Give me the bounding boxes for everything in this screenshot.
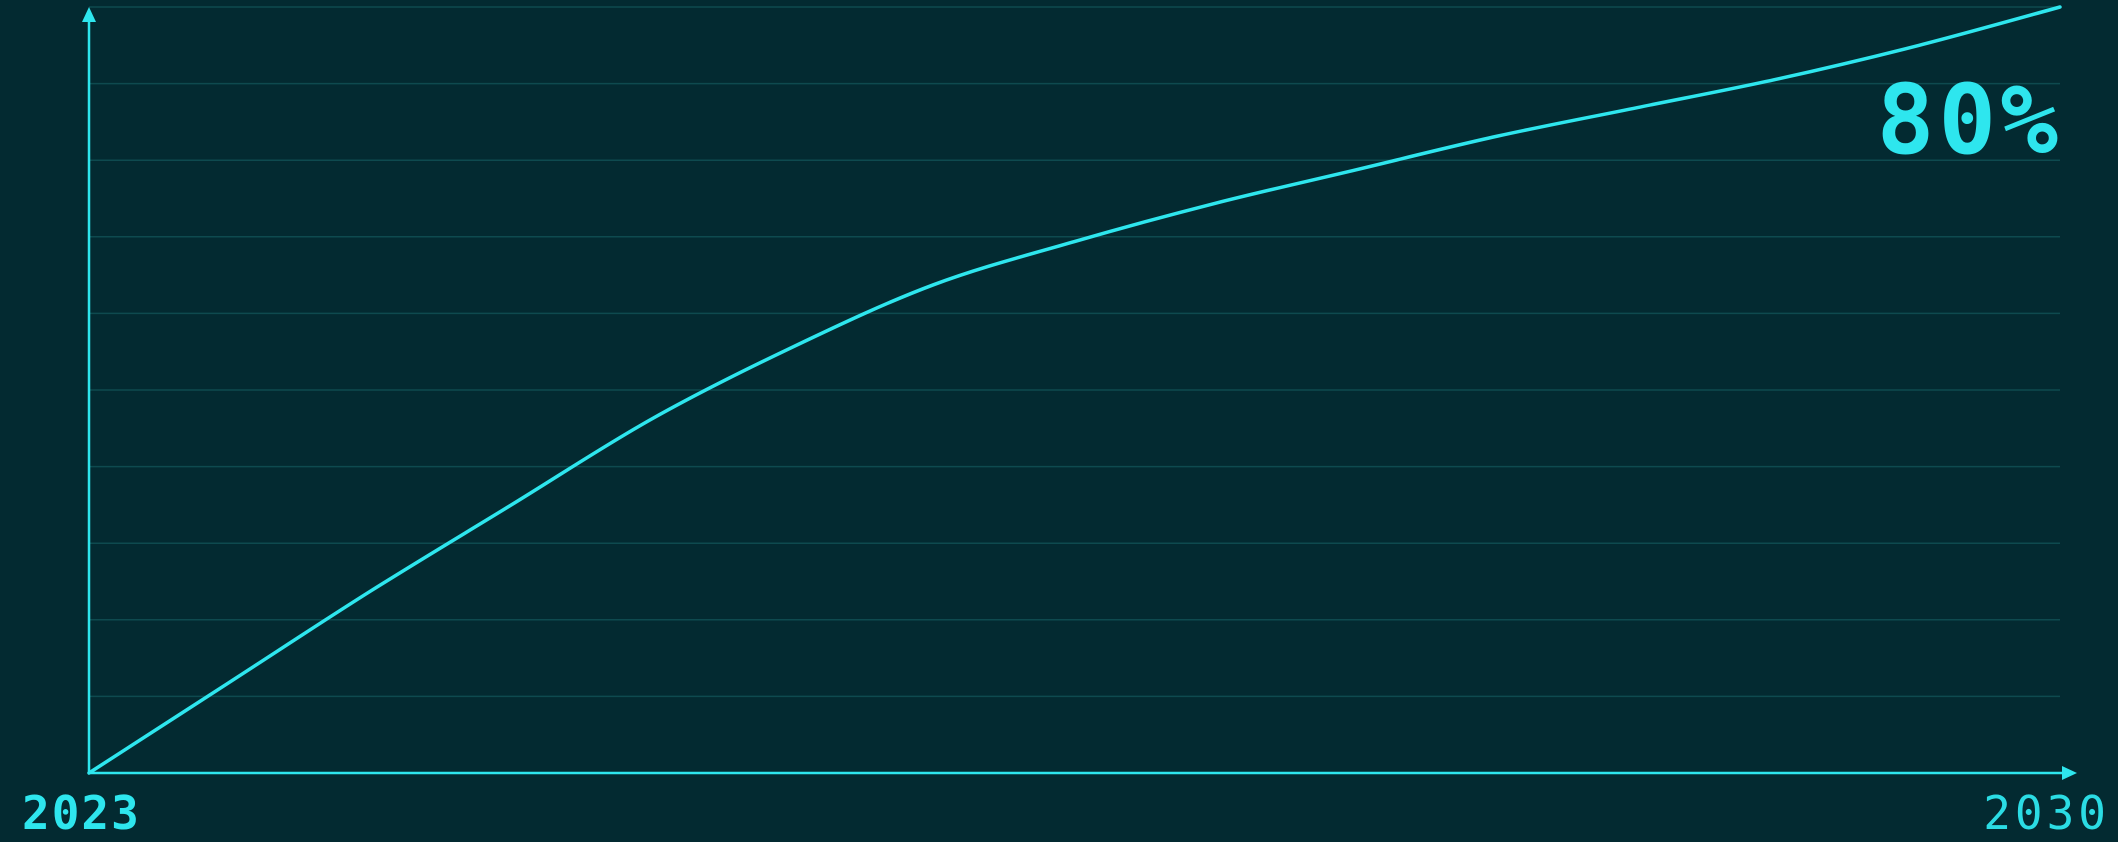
series-line (87, 5, 2062, 775)
y-axis-arrow-icon (82, 7, 96, 22)
gridlines (89, 6, 2060, 698)
x-tick-label-start: 2023 (22, 786, 141, 840)
value-annotation: 80% (1876, 64, 2062, 176)
x-tick-label-end: 2030 (1983, 786, 2110, 840)
x-axis-arrow-icon (2062, 766, 2077, 780)
